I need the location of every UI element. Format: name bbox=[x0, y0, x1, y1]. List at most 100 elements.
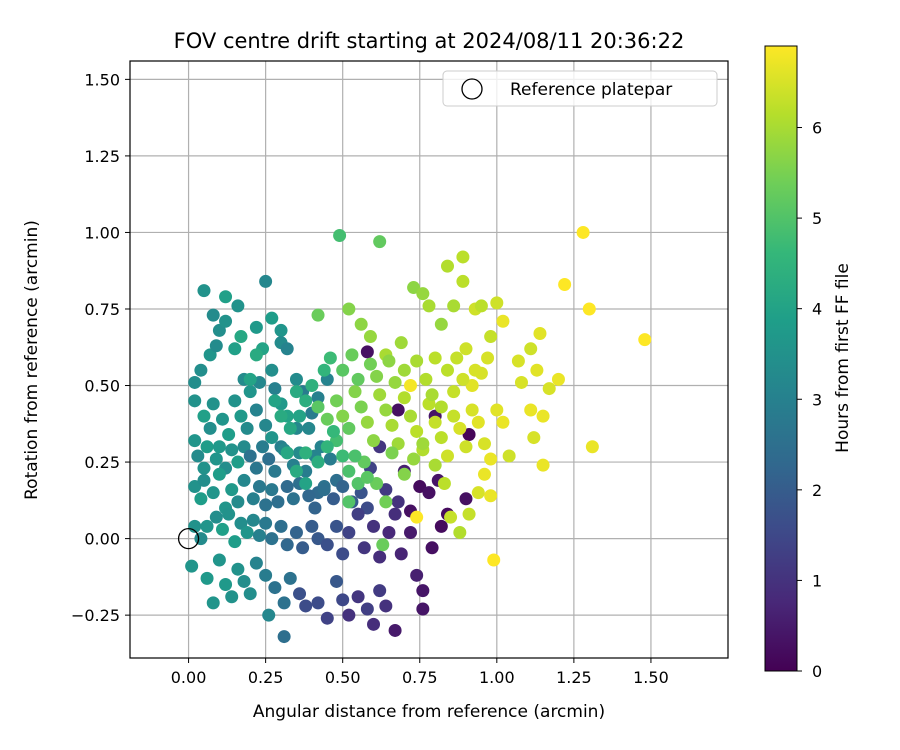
legend-label: Reference platepar bbox=[510, 80, 672, 100]
data-point bbox=[246, 513, 260, 527]
data-point bbox=[240, 421, 254, 435]
data-point bbox=[487, 553, 501, 567]
data-point bbox=[296, 541, 310, 555]
data-point bbox=[388, 623, 402, 637]
colorbar-gradient bbox=[764, 45, 798, 672]
data-point bbox=[299, 446, 313, 460]
data-point bbox=[249, 403, 263, 417]
data-point bbox=[188, 394, 202, 408]
data-point bbox=[404, 379, 418, 393]
data-point bbox=[215, 412, 229, 426]
data-point bbox=[425, 388, 439, 402]
data-point bbox=[268, 394, 282, 408]
data-point bbox=[444, 510, 458, 524]
data-point bbox=[422, 486, 436, 500]
colorbar-tick-label: 2 bbox=[812, 481, 822, 500]
data-point bbox=[268, 464, 282, 478]
data-point bbox=[311, 596, 325, 610]
data-point bbox=[367, 434, 381, 448]
data-point bbox=[234, 330, 248, 344]
data-point bbox=[200, 519, 214, 533]
data-point bbox=[194, 532, 208, 546]
x-axis-label: Angular distance from reference (arcmin) bbox=[253, 702, 605, 722]
data-point bbox=[222, 507, 236, 521]
x-tick-label: 0.25 bbox=[248, 668, 284, 687]
data-point bbox=[357, 455, 371, 469]
data-point bbox=[305, 379, 319, 393]
data-point bbox=[299, 476, 313, 490]
data-point bbox=[330, 394, 344, 408]
data-point bbox=[484, 330, 498, 344]
data-point bbox=[638, 333, 652, 347]
data-point bbox=[203, 348, 217, 362]
data-point bbox=[320, 440, 334, 454]
data-point bbox=[305, 519, 319, 533]
y-axis-ticks: −0.25 0.00 0.25 0.50 0.75 1.00 1.25 1.50 bbox=[71, 70, 130, 625]
data-point bbox=[379, 483, 393, 497]
data-point bbox=[188, 480, 202, 494]
data-point bbox=[336, 480, 350, 494]
data-point bbox=[385, 418, 399, 432]
data-point bbox=[490, 296, 504, 310]
data-point bbox=[206, 596, 220, 610]
data-point bbox=[317, 363, 331, 377]
data-point bbox=[271, 495, 285, 509]
grid-lines bbox=[130, 61, 728, 658]
x-tick-label: 1.50 bbox=[633, 668, 669, 687]
data-point bbox=[268, 581, 282, 595]
data-point bbox=[280, 446, 294, 460]
data-point bbox=[237, 473, 251, 487]
data-point bbox=[243, 385, 257, 399]
data-point bbox=[289, 464, 303, 478]
data-point bbox=[219, 578, 233, 592]
x-tick-label: 1.00 bbox=[479, 668, 515, 687]
data-point bbox=[382, 354, 396, 368]
data-point bbox=[215, 522, 229, 536]
colorbar-tick-label: 5 bbox=[812, 209, 822, 228]
data-point bbox=[437, 476, 451, 490]
data-point bbox=[280, 480, 294, 494]
data-point bbox=[222, 428, 236, 442]
data-point bbox=[434, 519, 448, 533]
data-point bbox=[434, 400, 448, 414]
data-point bbox=[320, 611, 334, 625]
data-point bbox=[219, 314, 233, 328]
plot-frame bbox=[129, 60, 729, 659]
data-point bbox=[256, 440, 270, 454]
data-point bbox=[289, 385, 303, 399]
data-point bbox=[185, 559, 199, 573]
data-point bbox=[462, 507, 476, 521]
data-point bbox=[342, 302, 356, 316]
data-point bbox=[330, 519, 344, 533]
data-point bbox=[373, 584, 387, 598]
data-point bbox=[404, 409, 418, 423]
data-point bbox=[363, 357, 377, 371]
data-point bbox=[351, 372, 365, 386]
data-point bbox=[259, 568, 273, 582]
data-point bbox=[551, 372, 565, 386]
data-point bbox=[302, 421, 316, 435]
data-point bbox=[231, 455, 245, 469]
data-point bbox=[391, 437, 405, 451]
data-point bbox=[209, 339, 223, 353]
y-tick-label: 1.50 bbox=[84, 70, 120, 89]
chart-title: FOV centre drift starting at 2024/08/11 … bbox=[174, 29, 685, 53]
data-point bbox=[225, 483, 239, 497]
data-point bbox=[363, 330, 377, 344]
data-point bbox=[388, 375, 402, 389]
x-tick-label: 0.75 bbox=[402, 668, 438, 687]
data-point bbox=[212, 323, 226, 337]
data-point bbox=[527, 431, 541, 445]
data-point bbox=[299, 394, 313, 408]
data-point bbox=[188, 434, 202, 448]
data-point bbox=[394, 336, 408, 350]
y-tick-label: 0.50 bbox=[84, 377, 120, 396]
data-point bbox=[582, 302, 596, 316]
data-point bbox=[336, 449, 350, 463]
data-point bbox=[274, 519, 288, 533]
data-point bbox=[410, 568, 424, 582]
data-point bbox=[394, 547, 408, 561]
x-tick-label: 0.50 bbox=[325, 668, 361, 687]
data-point bbox=[283, 571, 297, 585]
data-point bbox=[191, 449, 205, 463]
